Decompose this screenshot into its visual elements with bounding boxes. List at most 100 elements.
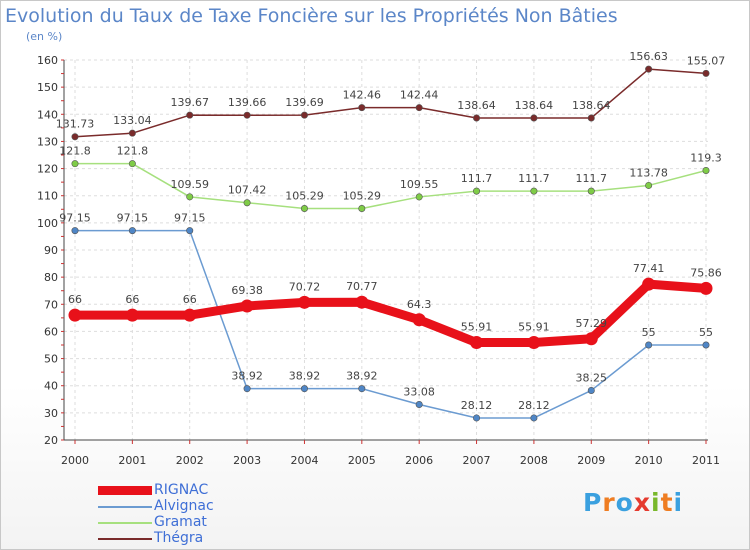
proxiti-logo: Proxiti [583, 488, 683, 517]
data-label-thegra: 139.66 [228, 96, 267, 109]
data-label-gramat: 111.7 [461, 172, 493, 185]
data-label-alvignac: 28.12 [461, 399, 493, 412]
data-point-thegra [702, 69, 710, 77]
data-point-gramat [358, 204, 366, 212]
data-point-alvignac [645, 341, 653, 349]
data-point-gramat [300, 204, 308, 212]
data-point-alvignac [587, 386, 595, 394]
data-label-rignac: 57.29 [576, 317, 608, 330]
y-tick-label: 140 [37, 108, 58, 121]
x-tick-label: 2002 [176, 454, 204, 467]
data-point-rignac [297, 295, 311, 309]
data-label-thegra: 133.04 [113, 114, 152, 127]
logo-letter: t [660, 488, 674, 517]
y-tick-label: 100 [37, 217, 58, 230]
data-point-alvignac [473, 414, 481, 422]
x-tick-label: 2006 [405, 454, 433, 467]
legend-item-thegra: Thégra [98, 530, 298, 548]
data-label-rignac: 66 [125, 293, 139, 306]
data-point-thegra [530, 114, 538, 122]
legend-item-rignac: RIGNAC [98, 482, 298, 500]
legend-item-gramat: Gramat [98, 514, 298, 532]
data-point-thegra [300, 111, 308, 119]
data-label-rignac: 70.72 [289, 280, 321, 293]
data-label-gramat: 105.29 [343, 189, 382, 202]
data-point-alvignac [186, 227, 194, 235]
data-point-thegra [128, 129, 136, 137]
logo-letter: i [673, 488, 684, 517]
data-point-thegra [243, 111, 251, 119]
data-label-thegra: 139.69 [285, 96, 324, 109]
x-tick-label: 2009 [577, 454, 605, 467]
logo-letter: x [633, 488, 651, 517]
legend-swatch-gramat [98, 522, 152, 524]
data-point-rignac [240, 299, 254, 313]
x-tick-label: 2007 [463, 454, 491, 467]
data-label-gramat: 105.29 [285, 189, 324, 202]
data-point-rignac [699, 281, 713, 295]
logo-letter: r [602, 488, 616, 517]
y-tick-label: 90 [44, 244, 58, 257]
x-tick-label: 2011 [692, 454, 720, 467]
logo-letter: i [651, 488, 661, 517]
series-line-thegra [74, 68, 707, 138]
data-label-thegra: 142.46 [343, 89, 382, 102]
data-label-gramat: 111.7 [576, 172, 608, 185]
x-tick-label: 2005 [348, 454, 376, 467]
data-point-thegra [358, 104, 366, 112]
y-tick-label: 110 [37, 190, 58, 203]
data-label-gramat: 107.42 [228, 184, 267, 197]
series-line-alvignac [74, 229, 707, 419]
data-point-gramat [587, 187, 595, 195]
data-point-thegra [587, 114, 595, 122]
x-tick-label: 2004 [290, 454, 318, 467]
data-label-rignac: 55.91 [518, 321, 550, 334]
data-point-alvignac [530, 414, 538, 422]
data-label-thegra: 138.64 [572, 99, 611, 112]
legend-label-gramat: Gramat [154, 514, 207, 530]
data-label-alvignac: 97.15 [174, 212, 206, 225]
data-label-alvignac: 38.25 [576, 371, 608, 384]
data-point-alvignac [243, 385, 251, 393]
y-tick-label: 50 [44, 353, 58, 366]
data-point-rignac [125, 308, 139, 322]
data-label-thegra: 131.73 [56, 118, 95, 131]
data-label-rignac: 69.38 [231, 284, 263, 297]
data-label-thegra: 139.67 [170, 96, 209, 109]
data-point-alvignac [358, 385, 366, 393]
data-label-gramat: 121.8 [117, 145, 149, 158]
data-label-rignac: 66 [68, 293, 82, 306]
data-label-alvignac: 97.15 [117, 212, 149, 225]
data-label-gramat: 119.3 [690, 151, 722, 164]
x-tick-label: 2010 [635, 454, 663, 467]
legend: RIGNAC Alvignac Gramat Thégra [98, 482, 298, 548]
data-label-rignac: 77.41 [633, 262, 665, 275]
data-label-alvignac: 55 [642, 326, 656, 339]
y-tick-label: 20 [44, 434, 58, 447]
logo-letter: o [615, 488, 634, 517]
data-point-thegra [473, 114, 481, 122]
data-point-gramat [473, 187, 481, 195]
data-point-alvignac [702, 341, 710, 349]
data-label-thegra: 138.64 [457, 99, 496, 112]
legend-label-rignac: RIGNAC [154, 482, 209, 498]
data-label-thegra: 155.07 [687, 54, 726, 67]
data-point-alvignac [71, 227, 79, 235]
data-point-alvignac [415, 400, 423, 408]
legend-swatch-rignac [98, 486, 152, 495]
x-tick-label: 2001 [118, 454, 146, 467]
y-tick-label: 70 [44, 298, 58, 311]
x-tick-label: 2008 [520, 454, 548, 467]
y-tick-label: 30 [44, 407, 58, 420]
data-label-gramat: 121.8 [59, 145, 91, 158]
data-label-gramat: 109.59 [170, 178, 209, 191]
data-label-rignac: 55.91 [461, 321, 493, 334]
data-label-thegra: 138.64 [515, 99, 554, 112]
chart-title: Evolution du Taux de Taxe Foncière sur l… [5, 5, 618, 27]
data-label-thegra: 142.44 [400, 89, 439, 102]
data-point-rignac [470, 336, 484, 350]
data-label-gramat: 111.7 [518, 172, 550, 185]
data-label-alvignac: 33.08 [403, 385, 435, 398]
chart-subtitle: (en %) [26, 30, 63, 43]
